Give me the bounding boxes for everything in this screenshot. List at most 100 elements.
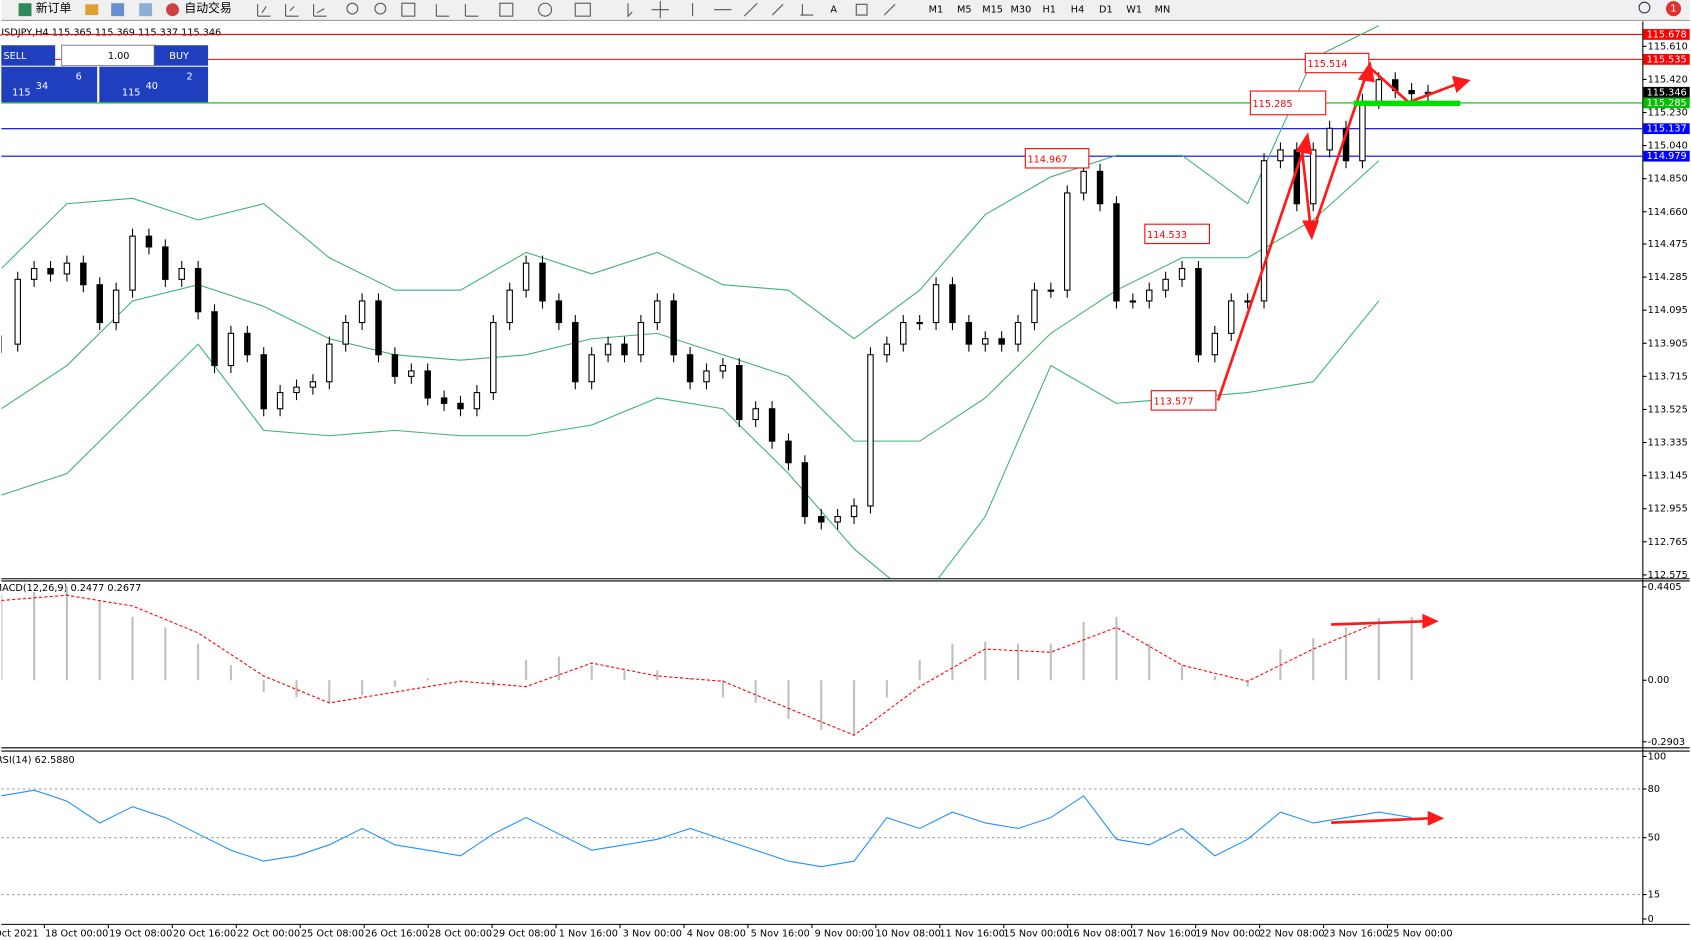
price-annotation-box bbox=[1024, 148, 1090, 169]
sell-button[interactable] bbox=[1, 45, 56, 66]
candle-body bbox=[293, 386, 300, 394]
sell-price-box[interactable] bbox=[1, 66, 98, 103]
timeframe-button[interactable]: H1 bbox=[1042, 5, 1055, 16]
sell-pips[interactable]: 34 bbox=[36, 81, 48, 92]
buy-big-figure[interactable]: 115 bbox=[122, 88, 141, 99]
timeframe-button[interactable]: D1 bbox=[1099, 5, 1113, 16]
icon[interactable] bbox=[111, 3, 125, 17]
buy-price-box[interactable] bbox=[99, 66, 209, 103]
search-icon[interactable] bbox=[1638, 1, 1651, 14]
timeframe-button[interactable]: M5 bbox=[957, 5, 972, 16]
candle-body bbox=[194, 268, 202, 313]
panel-borders bbox=[1, 21, 1690, 925]
y-tick-label: 113.525 bbox=[1648, 404, 1688, 415]
x-tick-label: Oct 2021 bbox=[0, 929, 39, 940]
level-tag bbox=[1643, 29, 1690, 40]
lot-value[interactable]: 1.00 bbox=[108, 51, 130, 62]
y-tick-label: 80 bbox=[1648, 784, 1660, 795]
candle-body bbox=[539, 262, 546, 302]
candle-body bbox=[375, 300, 382, 356]
drawn-arrows bbox=[1216, 61, 1471, 826]
candle-body bbox=[112, 289, 120, 324]
price-annotation: 113.577 bbox=[1153, 396, 1193, 407]
y-tick-label: 114.475 bbox=[1648, 239, 1688, 250]
candle-body bbox=[96, 284, 103, 324]
candle-body bbox=[867, 354, 874, 507]
candle-body bbox=[457, 402, 464, 410]
alert-badge[interactable] bbox=[1665, 1, 1682, 17]
candle-body bbox=[440, 397, 448, 404]
candle-body bbox=[670, 300, 677, 356]
timeframe-button[interactable]: H4 bbox=[1071, 5, 1084, 16]
x-tick-label: 20 Oct 16:00 bbox=[173, 929, 236, 940]
candle-body bbox=[326, 343, 333, 383]
icon-text[interactable]: A bbox=[830, 5, 837, 16]
level-tag bbox=[1643, 97, 1690, 109]
buy-pips[interactable]: 40 bbox=[146, 81, 158, 92]
y-tick-label: 0.00 bbox=[1648, 675, 1670, 686]
buy-label[interactable]: BUY bbox=[169, 51, 189, 62]
timeframe-button[interactable]: M1 bbox=[929, 5, 944, 16]
indicator-title: RSI(14) 62.5880 bbox=[0, 755, 75, 766]
x-tick-label: 15 Nov 00:00 bbox=[1003, 929, 1068, 940]
timeframe-button[interactable]: M15 bbox=[982, 5, 1003, 16]
x-tick-label: 29 Oct 08:00 bbox=[493, 929, 556, 940]
candle-body bbox=[998, 338, 1005, 345]
candle-body bbox=[883, 343, 891, 356]
candle-body bbox=[506, 289, 513, 324]
buy-button[interactable] bbox=[154, 45, 209, 66]
sell-label[interactable]: SELL bbox=[3, 51, 27, 62]
y-tick-label: 15 bbox=[1648, 890, 1660, 901]
alert-count[interactable]: 1 bbox=[1670, 4, 1676, 15]
rsi-line bbox=[1, 789, 1412, 868]
band-lower bbox=[1, 300, 1380, 579]
timeframe-button[interactable]: W1 bbox=[1126, 5, 1142, 16]
candle-body bbox=[703, 370, 710, 383]
y-tick-label: 113.145 bbox=[1648, 471, 1688, 482]
x-tick-label: 26 Oct 16:00 bbox=[365, 929, 428, 940]
candle-body bbox=[916, 321, 923, 325]
x-tick-label: 28 Oct 00:00 bbox=[429, 929, 492, 940]
candle-body bbox=[965, 321, 973, 345]
candle-body bbox=[1408, 89, 1415, 95]
candle-body bbox=[768, 408, 776, 442]
plot bbox=[1, 788, 1643, 896]
candle-body bbox=[309, 381, 317, 388]
candle-body bbox=[522, 262, 530, 291]
macd-panel: MACD(12,26,9) 0.2477 0.2677 0.4405 0.00 -0.… bbox=[0, 582, 1685, 748]
y-tick-label: 113.715 bbox=[1648, 371, 1688, 382]
btn-auto-trade[interactable]: 自动交易 bbox=[184, 1, 231, 15]
toolbar bbox=[1, 0, 1690, 21]
candle-body bbox=[1178, 268, 1186, 280]
toolbar-icons[interactable] bbox=[257, 1, 896, 19]
timeframe-button[interactable]: MN bbox=[1155, 5, 1171, 16]
icon[interactable] bbox=[85, 4, 99, 16]
candle-body bbox=[1195, 268, 1202, 356]
x-tick-label: 19 Nov 00:00 bbox=[1195, 929, 1260, 940]
x-tick-label: 5 Nov 16:00 bbox=[751, 929, 810, 940]
icon[interactable] bbox=[139, 3, 153, 17]
y-tick-label: 115.420 bbox=[1648, 74, 1688, 85]
candle-body bbox=[276, 392, 284, 410]
candle-body bbox=[211, 311, 218, 367]
sell-fraction[interactable]: 6 bbox=[76, 71, 82, 82]
x-tick-label: 22 Nov 08:00 bbox=[1259, 929, 1324, 940]
candle-body bbox=[850, 505, 858, 518]
candle-body bbox=[178, 268, 185, 280]
candle-body bbox=[1031, 289, 1038, 324]
icon-new-order[interactable] bbox=[18, 3, 32, 17]
timeframe-button[interactable]: M30 bbox=[1011, 5, 1032, 16]
candle-body bbox=[227, 332, 235, 367]
x-tick-label: 19 Oct 08:00 bbox=[109, 929, 172, 940]
candle-body bbox=[490, 321, 497, 394]
candle-body bbox=[1309, 149, 1317, 205]
buy-fraction[interactable]: 2 bbox=[187, 71, 193, 82]
candle-body bbox=[719, 365, 727, 372]
candle-body bbox=[1014, 321, 1022, 345]
icon-auto-trade[interactable] bbox=[166, 3, 179, 17]
candle-body bbox=[1047, 289, 1055, 292]
x-tick-label: 23 Nov 16:00 bbox=[1323, 929, 1388, 940]
sell-big-figure[interactable]: 115 bbox=[12, 88, 31, 99]
btn-new-order[interactable]: 新订单 bbox=[36, 1, 72, 15]
